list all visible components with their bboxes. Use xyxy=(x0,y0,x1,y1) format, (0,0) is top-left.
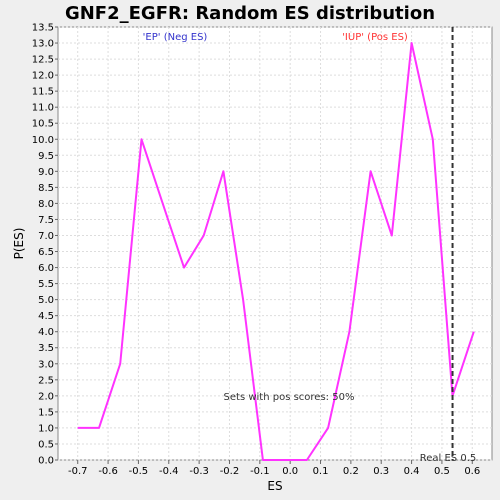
y-tick-label: 1.0 xyxy=(38,423,54,434)
plot-area xyxy=(57,26,493,461)
x-tick-label: 0.0 xyxy=(282,466,298,477)
x-tick-label: -0.7 xyxy=(68,466,88,477)
y-tick-label: 4.0 xyxy=(38,327,54,338)
pos-es-label: 'IUP' (Pos ES) xyxy=(342,32,408,43)
y-axis-label: P(ES) xyxy=(12,228,26,260)
x-tick-label: -0.1 xyxy=(250,466,270,477)
x-tick-label: -0.6 xyxy=(98,466,118,477)
y-tick-label: 7.5 xyxy=(38,215,54,226)
grid xyxy=(58,26,492,461)
y-tick-label: 7.0 xyxy=(38,231,54,242)
y-tick-label: 2.0 xyxy=(38,391,54,402)
y-tick-label: 8.5 xyxy=(38,183,54,194)
x-tick-label: 0.5 xyxy=(434,466,450,477)
neg-es-label: 'EP' (Neg ES) xyxy=(143,32,208,43)
y-tick-label: 11.0 xyxy=(32,103,54,114)
y-tick-label: 10.0 xyxy=(32,135,54,146)
x-tick-label: -0.2 xyxy=(220,466,240,477)
y-tick-label: 11.5 xyxy=(32,87,54,98)
y-tick-label: 9.5 xyxy=(38,151,54,162)
y-tick-label: 9.0 xyxy=(38,167,54,178)
y-tick-label: 2.5 xyxy=(38,375,54,386)
y-tick-label: 6.0 xyxy=(38,263,54,274)
real-es-annotation: Real ES 0.5 xyxy=(420,453,476,464)
series-line xyxy=(77,42,475,461)
x-axis: -0.7 -0.6 -0.5 -0.4 -0.3 -0.2 -0.1 0.0 0.1 0.2 0.3… xyxy=(68,460,480,477)
series-layer xyxy=(77,42,475,461)
x-tick-label: 0.3 xyxy=(373,466,389,477)
y-tick-label: 1.5 xyxy=(38,407,54,418)
y-tick-label: 3.5 xyxy=(38,343,54,354)
x-tick-label: -0.5 xyxy=(129,466,149,477)
x-tick-label: 0.2 xyxy=(343,466,359,477)
x-tick-label: -0.3 xyxy=(189,466,209,477)
y-tick-label: 6.5 xyxy=(38,247,54,258)
y-tick-label: 12.5 xyxy=(32,55,54,66)
y-tick-label: 8.0 xyxy=(38,199,54,210)
y-tick-label: 13.5 xyxy=(32,23,54,34)
y-tick-label: 10.5 xyxy=(32,119,54,130)
y-tick-label: 3.0 xyxy=(38,359,54,370)
y-axis: 0.0 0.5 1.0 1.5 2.0 2.5 3.0 3.5 4.0 4.5 5.0 5.5 6.0 6… xyxy=(32,23,58,467)
y-tick-label: 0.5 xyxy=(38,439,54,450)
y-tick-label: 4.5 xyxy=(38,311,54,322)
y-tick-label: 5.0 xyxy=(38,295,54,306)
y-tick-label: 13.0 xyxy=(32,39,54,50)
x-tick-label: 0.6 xyxy=(464,466,480,477)
chart-title: GNF2_EGFR: Random ES distribution xyxy=(65,3,435,24)
pos-scores-annotation: Sets with pos scores: 50% xyxy=(224,392,355,403)
x-tick-label: 0.4 xyxy=(404,466,420,477)
x-axis-label: ES xyxy=(267,479,282,493)
y-tick-label: 12.0 xyxy=(32,71,54,82)
y-tick-label: 0.0 xyxy=(38,456,54,467)
x-tick-label: -0.4 xyxy=(159,466,179,477)
y-tick-label: 5.5 xyxy=(38,279,54,290)
x-tick-label: 0.1 xyxy=(313,466,329,477)
